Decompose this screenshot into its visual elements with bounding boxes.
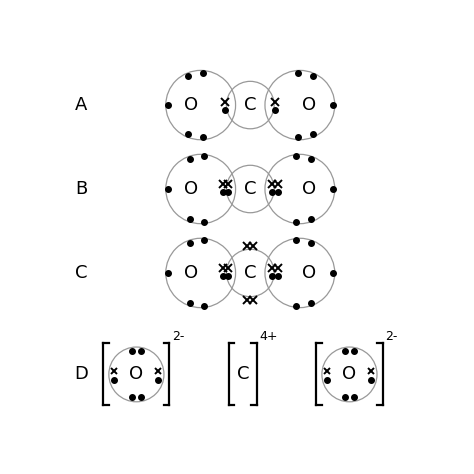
Text: C: C (237, 365, 249, 383)
Text: D: D (74, 365, 88, 383)
Text: O: O (184, 180, 199, 198)
Text: O: O (302, 180, 316, 198)
Text: B: B (75, 180, 87, 198)
Text: O: O (184, 96, 199, 114)
Text: C: C (75, 264, 88, 282)
Text: 4+: 4+ (260, 330, 278, 343)
Text: O: O (302, 264, 316, 282)
Text: C: C (244, 264, 256, 282)
Text: C: C (244, 96, 256, 114)
Text: 2-: 2- (173, 330, 185, 343)
Text: O: O (129, 365, 144, 383)
Text: O: O (342, 365, 356, 383)
Text: A: A (75, 96, 88, 114)
Text: O: O (302, 96, 316, 114)
Text: 2-: 2- (385, 330, 398, 343)
Text: O: O (184, 264, 199, 282)
Text: C: C (244, 180, 256, 198)
